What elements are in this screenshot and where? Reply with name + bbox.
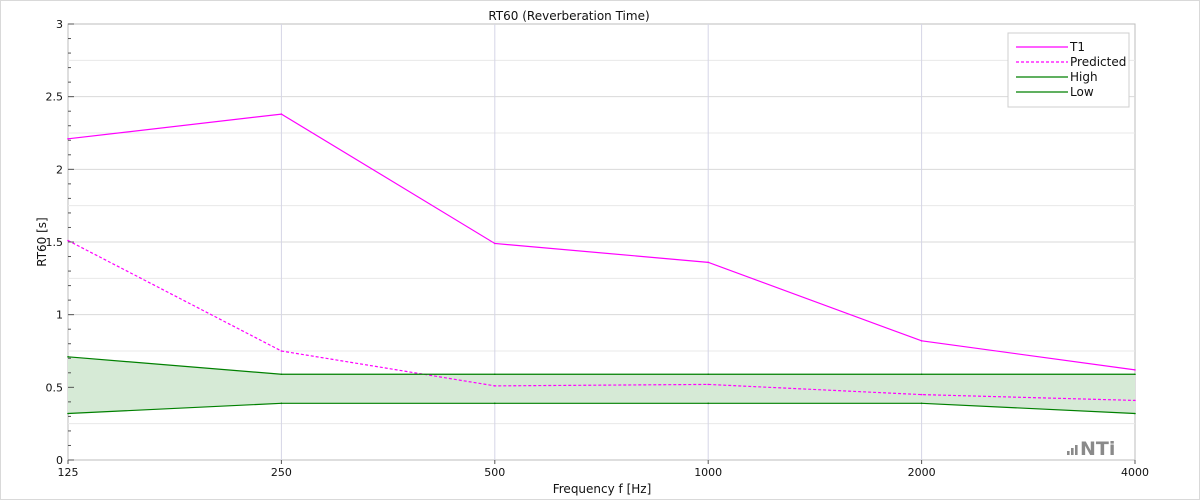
data-point-t1 bbox=[494, 242, 496, 245]
y-tick-label: 0 bbox=[56, 454, 63, 467]
y-tick-label: 2.5 bbox=[46, 91, 64, 104]
data-point-predicted bbox=[494, 385, 496, 387]
series-predicted bbox=[67, 239, 1136, 402]
data-point-high bbox=[67, 356, 69, 358]
x-tick-label: 4000 bbox=[1121, 466, 1149, 479]
legend-label-t1: T1 bbox=[1069, 40, 1085, 54]
x-tick-label: 1000 bbox=[694, 466, 722, 479]
x-tick-label: 125 bbox=[58, 466, 79, 479]
x-tick-label: 2000 bbox=[908, 466, 936, 479]
series-line-predicted bbox=[67, 240, 1136, 402]
data-point-predicted bbox=[67, 239, 69, 242]
axes: 0 0.5 1 1.5 2 2.5 3 125 250 500 1000 2000 4000 bbox=[46, 18, 1150, 479]
data-point-low bbox=[707, 402, 709, 405]
data-point-predicted bbox=[1134, 399, 1136, 402]
data-point-high bbox=[707, 373, 709, 376]
series-high bbox=[67, 356, 1136, 376]
data-point-high bbox=[494, 373, 496, 376]
y-tick-label: 3 bbox=[56, 18, 63, 31]
x-tick-label: 250 bbox=[271, 466, 292, 479]
legend-box bbox=[1007, 32, 1130, 108]
data-point-t1 bbox=[280, 113, 283, 115]
legend-label-high: High bbox=[1070, 70, 1098, 84]
data-point-low bbox=[1134, 412, 1136, 415]
y-tick-label: 1 bbox=[56, 309, 63, 322]
chart-title: RT60 (Reverberation Time) bbox=[488, 9, 649, 23]
series-low bbox=[67, 402, 1136, 415]
logo-text: NTi bbox=[1080, 438, 1115, 460]
data-point-t1 bbox=[920, 340, 923, 342]
series-line-t1 bbox=[67, 113, 1136, 371]
data-point-predicted bbox=[280, 350, 283, 352]
logo-bar bbox=[1067, 451, 1070, 455]
logo-bar bbox=[1075, 445, 1078, 455]
y-tick-label: 0.5 bbox=[46, 381, 64, 394]
data-point-low bbox=[280, 402, 283, 405]
nti-logo: NTi bbox=[1067, 438, 1115, 460]
y-axis-title: RT60 [s] bbox=[35, 217, 49, 267]
data-point-high bbox=[1134, 373, 1136, 376]
y-tick-label: 1.5 bbox=[46, 236, 64, 249]
data-point-t1 bbox=[1134, 369, 1136, 371]
data-point-high bbox=[280, 373, 283, 376]
data-point-low bbox=[67, 412, 69, 415]
series-t1 bbox=[67, 113, 1136, 371]
tolerance-band bbox=[68, 356, 1135, 414]
data-point-predicted bbox=[707, 383, 709, 386]
series-line-low bbox=[67, 402, 1136, 415]
band-fill bbox=[68, 356, 1135, 414]
series-line-high bbox=[67, 356, 1135, 375]
data-point-high bbox=[920, 373, 923, 376]
legend-label-low: Low bbox=[1070, 85, 1094, 99]
y-tick-label: 2 bbox=[56, 163, 63, 176]
data-point-low bbox=[920, 402, 923, 405]
data-point-t1 bbox=[67, 138, 69, 140]
logo-bar bbox=[1071, 448, 1074, 455]
data-point-predicted bbox=[920, 393, 923, 396]
data-point-low bbox=[494, 402, 496, 405]
data-point-t1 bbox=[707, 261, 709, 264]
legend-label-predicted: Predicted bbox=[1070, 55, 1126, 69]
series-lines bbox=[67, 113, 1136, 415]
x-tick-label: 500 bbox=[484, 466, 505, 479]
x-axis-title: Frequency f [Hz] bbox=[553, 482, 652, 496]
